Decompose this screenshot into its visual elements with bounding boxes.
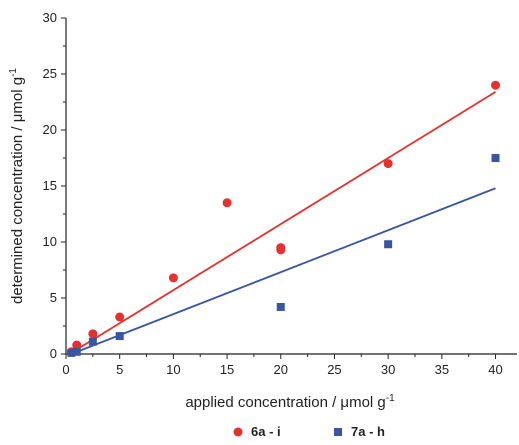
y-tick-label: 30 xyxy=(43,10,57,25)
x-tick-label: 25 xyxy=(327,362,341,377)
x-tick-label: 0 xyxy=(62,362,69,377)
y-tick-label: 15 xyxy=(43,178,57,193)
point-series-1 xyxy=(72,340,82,350)
point-series-1 xyxy=(115,312,125,322)
x-tick-label: 10 xyxy=(166,362,180,377)
point-series-1 xyxy=(88,329,98,339)
y-tick-label: 20 xyxy=(43,122,57,137)
x-axis-label: applied concentration / μmol g-1 xyxy=(185,393,395,411)
point-series-1 xyxy=(491,80,501,90)
point-series-1 xyxy=(276,243,286,253)
y-tick-label: 25 xyxy=(43,66,57,81)
x-tick-label: 30 xyxy=(381,362,395,377)
x-tick-label: 15 xyxy=(220,362,234,377)
fit-line-2 xyxy=(71,187,496,355)
point-series-2 xyxy=(88,337,97,346)
point-series-1 xyxy=(383,159,393,169)
point-series-2 xyxy=(115,332,124,341)
point-series-2 xyxy=(72,347,81,356)
fit-line-1 xyxy=(70,91,496,354)
legend-label-1: 6a - i xyxy=(251,424,281,439)
point-series-2 xyxy=(491,154,500,162)
legend-marker-2 xyxy=(334,428,342,436)
point-series-2 xyxy=(276,302,285,311)
axes: 0 5 10 15 20 25 30 35 40 0 5 10 15 20 25 30 xyxy=(43,10,517,377)
point-series-2 xyxy=(384,240,393,249)
y-tick-label: 5 xyxy=(50,290,57,305)
point-series-1 xyxy=(168,273,178,283)
x-tick-label: 40 xyxy=(488,362,502,377)
legend-label-2: 7a - h xyxy=(351,424,385,439)
x-tick-label: 5 xyxy=(116,362,123,377)
legend-marker-1 xyxy=(233,427,243,437)
legend: 6a - i 7a - h xyxy=(233,424,385,439)
fit-lines xyxy=(70,91,496,355)
y-axis-label: determined concentration / μmol g-1 xyxy=(8,68,26,304)
x-tick-label: 20 xyxy=(274,362,288,377)
point-series-2 xyxy=(67,348,76,357)
y-tick-label: 0 xyxy=(50,346,57,361)
point-series-1 xyxy=(222,198,232,208)
data-points xyxy=(66,80,501,357)
x-tick-label: 35 xyxy=(435,362,449,377)
y-tick-label: 10 xyxy=(43,234,57,249)
